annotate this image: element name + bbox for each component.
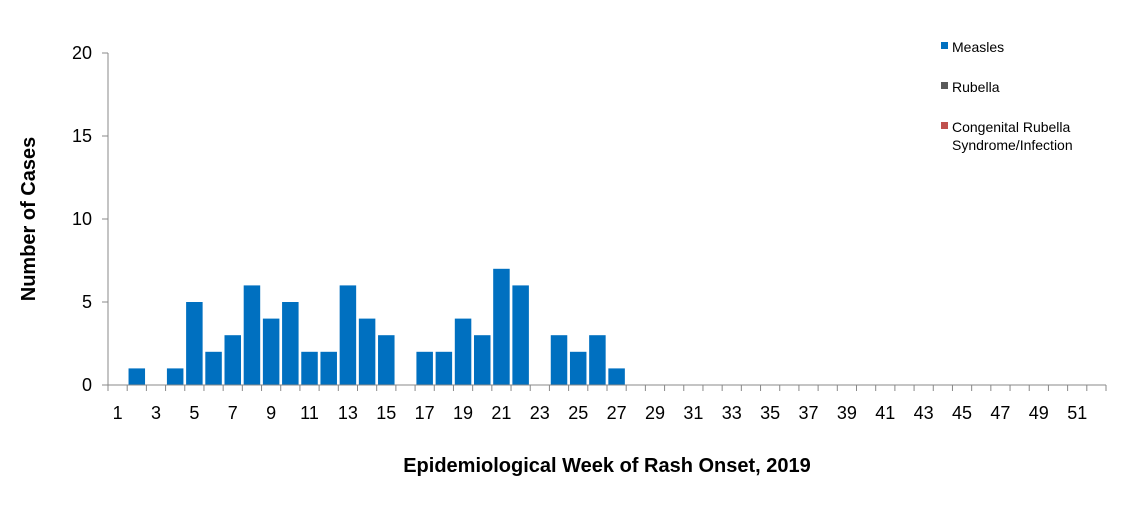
y-tick-label: 15 <box>72 126 92 146</box>
bar-measles <box>186 302 203 385</box>
bar-measles <box>128 368 146 385</box>
x-tick-label: 7 <box>228 403 238 423</box>
bar-measles <box>473 335 491 385</box>
y-tick-label: 0 <box>82 375 92 395</box>
x-tick-label: 25 <box>568 403 588 423</box>
x-tick-label: 47 <box>990 403 1010 423</box>
x-tick-label: 33 <box>722 403 742 423</box>
legend-swatch <box>941 42 948 49</box>
bar-measles <box>339 285 357 385</box>
x-tick-label: 19 <box>453 403 473 423</box>
bar-measles <box>493 268 510 385</box>
x-tick-label: 49 <box>1029 403 1049 423</box>
bar-measles <box>589 335 606 385</box>
x-tick-label: 37 <box>799 403 819 423</box>
x-tick-label: 13 <box>338 403 358 423</box>
bar-measles <box>569 351 587 385</box>
x-tick-label: 41 <box>875 403 895 423</box>
x-tick-label: 31 <box>683 403 703 423</box>
y-ticks-group: 0 5 10 15 20 <box>72 43 108 395</box>
legend: Measles Rubella Congenital Rubella Syndrome… <box>941 39 1073 153</box>
legend-swatch <box>941 122 948 129</box>
x-axis-title: Epidemiological Week of Rash Onset, 2019 <box>403 455 811 477</box>
legend-label: Syndrome/Infection <box>952 137 1073 153</box>
bar-measles <box>301 351 318 385</box>
y-tick-label: 20 <box>72 43 92 63</box>
legend-label: Rubella <box>952 79 1000 95</box>
x-tick-label: 23 <box>530 403 550 423</box>
x-tick-label: 21 <box>491 403 511 423</box>
legend-label: Measles <box>952 39 1004 55</box>
y-tick-label: 10 <box>72 209 92 229</box>
x-ticks-group: 1 3 5 7 9 11 13 15 17 19 21 23 25 27 29 31 33 35 37 39 41 43 4… <box>107 385 1107 423</box>
bars-group <box>128 268 625 385</box>
x-tick-label: 35 <box>760 403 780 423</box>
x-tick-label: 3 <box>151 403 161 423</box>
x-tick-label: 39 <box>837 403 857 423</box>
bar-measles <box>550 335 568 385</box>
legend-label: Congenital Rubella <box>952 119 1071 135</box>
y-axis-title: Number of Cases <box>18 137 40 302</box>
bar-measles <box>454 318 472 385</box>
bar-measles <box>435 351 453 385</box>
x-tick-label: 45 <box>952 403 972 423</box>
bar-measles <box>243 285 261 385</box>
bar-measles <box>512 285 529 385</box>
x-tick-label: 11 <box>300 403 319 423</box>
x-tick-label: 27 <box>607 403 627 423</box>
x-tick-label: 43 <box>914 403 934 423</box>
x-tick-label: 9 <box>266 403 276 423</box>
x-tick-label: 29 <box>645 403 665 423</box>
bar-measles <box>608 368 625 385</box>
legend-swatch <box>941 82 948 89</box>
x-tick-label: 17 <box>415 403 435 423</box>
bar-measles <box>205 351 222 385</box>
x-tick-label: 5 <box>189 403 199 423</box>
bar-measles <box>282 302 299 385</box>
x-tick-label: 1 <box>113 403 123 423</box>
bar-measles <box>166 368 184 385</box>
x-tick-label: 15 <box>376 403 396 423</box>
x-tick-label: 51 <box>1067 403 1087 423</box>
y-tick-label: 5 <box>82 292 92 312</box>
bar-measles <box>320 351 337 385</box>
bar-measles <box>224 335 242 385</box>
bar-measles <box>358 318 376 385</box>
bar-measles <box>378 335 395 385</box>
bar-measles <box>262 318 280 385</box>
bar-measles <box>416 351 433 385</box>
